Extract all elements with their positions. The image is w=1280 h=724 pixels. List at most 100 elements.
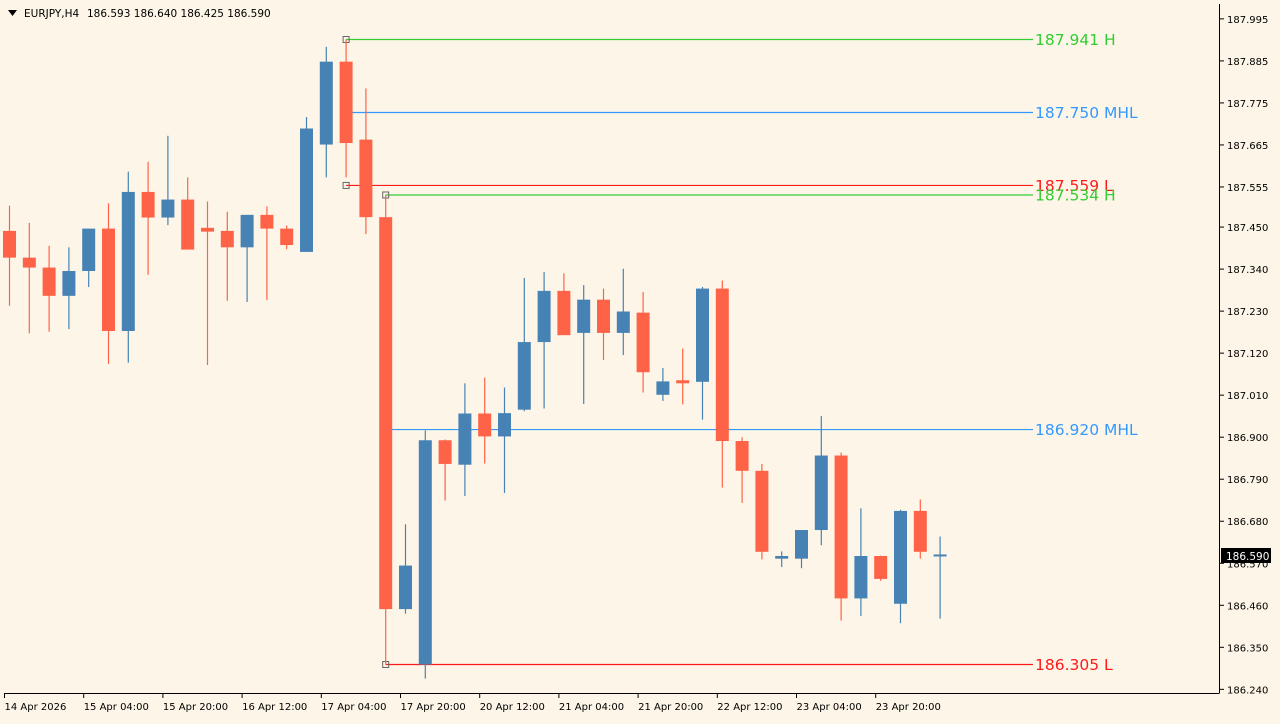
current-price-box [1221, 548, 1271, 563]
candle [577, 285, 591, 404]
candle [319, 46, 333, 178]
chart-frame [4, 4, 1220, 694]
chart-header[interactable]: EURJPY,H4 186.593 186.640 186.425 186.59… [8, 8, 271, 20]
candle [656, 368, 670, 401]
candle [418, 430, 432, 679]
price-label: 186.900 [1227, 433, 1268, 444]
candle [913, 499, 927, 559]
candle-body [537, 290, 551, 343]
candle-body [755, 470, 769, 552]
candle-body [319, 61, 333, 145]
ohlc-readout: 186.593 186.640 186.425 186.590 [87, 8, 271, 20]
level-low: 187.559 L [342, 177, 1113, 195]
candle [240, 214, 254, 302]
candle [775, 551, 789, 568]
candle-body [42, 267, 56, 296]
price-label: 186.790 [1227, 475, 1268, 486]
candle-body [636, 312, 650, 373]
candle-body [854, 556, 868, 599]
candle [399, 524, 412, 614]
candle [438, 439, 452, 501]
candle-body [775, 556, 789, 559]
time-label: 21 Apr 20:00 [638, 702, 703, 713]
candle-body [458, 413, 472, 465]
candle-body [557, 290, 571, 336]
candle [517, 277, 531, 412]
candle [616, 268, 630, 356]
price-label: 187.665 [1227, 141, 1268, 152]
time-label: 23 Apr 04:00 [797, 702, 862, 713]
candle [715, 280, 729, 488]
candle-body [102, 228, 115, 331]
price-label: 187.775 [1227, 99, 1268, 110]
price-label: 186.570 [1227, 559, 1268, 570]
triangle-down-icon[interactable] [8, 10, 17, 16]
candle [220, 211, 234, 301]
time-label: 22 Apr 12:00 [717, 702, 782, 713]
candle-body [597, 299, 610, 333]
candle [874, 555, 888, 581]
level-low: 186.305 L [382, 656, 1113, 674]
candle-body [438, 440, 452, 464]
candle-body [399, 565, 412, 610]
price-label: 187.230 [1227, 307, 1268, 318]
candle [280, 225, 294, 250]
candle [102, 203, 115, 364]
candle [300, 117, 313, 252]
candle [755, 463, 769, 560]
candle [82, 228, 96, 288]
price-axis: 187.995 187.885 187.775 187.665 187.555 187.4… [1219, 15, 1268, 696]
candle-body [418, 440, 432, 665]
candle-body [517, 342, 531, 410]
candle [478, 377, 492, 464]
candle [676, 348, 690, 405]
candle-body [300, 128, 313, 252]
candle [339, 39, 353, 178]
candle-body [814, 455, 828, 531]
candle [795, 530, 808, 569]
candle [3, 205, 16, 306]
candle [121, 171, 135, 363]
candle-body [498, 413, 511, 437]
candle-body [359, 139, 373, 218]
candle [359, 88, 373, 234]
candle-body [339, 61, 353, 144]
time-label: 14 Apr 2026 [5, 702, 67, 713]
price-label: 187.885 [1227, 57, 1268, 68]
candle-body [141, 191, 155, 218]
candle-body [161, 199, 175, 218]
level-high: 187.534 H [382, 186, 1116, 204]
candle [933, 536, 947, 619]
price-label: 186.460 [1227, 601, 1268, 612]
candle-body [933, 554, 947, 557]
candle [161, 135, 175, 226]
candle [636, 292, 650, 393]
time-label: 17 Apr 20:00 [401, 702, 466, 713]
candle-body [82, 228, 96, 272]
price-label: 187.120 [1227, 349, 1268, 360]
candle [597, 288, 610, 361]
candle [696, 287, 709, 420]
price-label: 187.555 [1227, 183, 1268, 194]
level-mhl: 187.750 MHL [346, 104, 1138, 122]
candle-body [577, 299, 591, 333]
candle-body [616, 311, 630, 333]
candle-body [735, 441, 749, 471]
candle [854, 508, 868, 616]
candle [260, 206, 274, 301]
current-price-label: 186.590 [1226, 551, 1269, 563]
level-mhl: 186.920 MHL [385, 421, 1138, 439]
time-label: 15 Apr 20:00 [163, 702, 228, 713]
candle-body [696, 288, 709, 382]
time-label: 17 Apr 04:00 [321, 702, 386, 713]
candle-body [201, 227, 214, 232]
candle [201, 201, 214, 365]
price-label: 187.450 [1227, 223, 1268, 234]
candle-body [22, 257, 36, 268]
candle-body [121, 191, 135, 331]
candle-body [874, 556, 888, 579]
candle [379, 194, 393, 665]
candle [62, 247, 76, 330]
